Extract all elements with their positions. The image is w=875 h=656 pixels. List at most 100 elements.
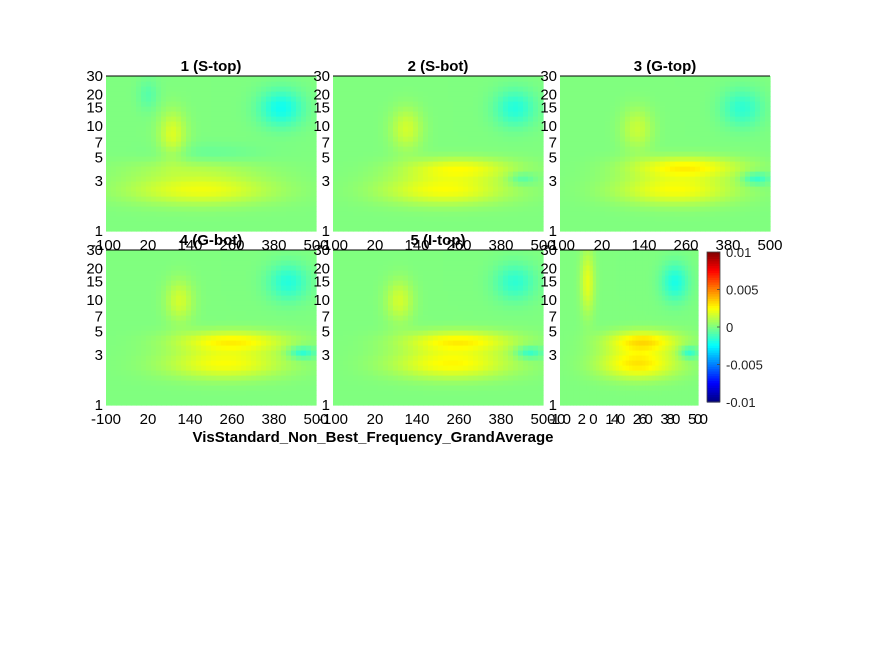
- heatmap-cell: [403, 141, 409, 147]
- heatmap-cell: [126, 211, 132, 217]
- heatmap-cell: [291, 201, 297, 207]
- heatmap-cell: [730, 171, 736, 177]
- heatmap-cell: [620, 96, 626, 102]
- heatmap-cell: [538, 156, 544, 162]
- heatmap-cell: [700, 141, 706, 147]
- heatmap-cell: [161, 295, 167, 301]
- heatmap-cell: [216, 151, 222, 157]
- heatmap-cell: [528, 196, 534, 202]
- heatmap-cell: [590, 96, 596, 102]
- heatmap-cell: [176, 161, 182, 167]
- heatmap-cell: [186, 285, 192, 291]
- heatmap-cell: [216, 201, 222, 207]
- heatmap-cell: [131, 375, 137, 381]
- heatmap-cell: [241, 400, 247, 406]
- heatmap-cell: [196, 260, 202, 266]
- heatmap-cell: [655, 206, 661, 212]
- heatmap-cell: [216, 360, 222, 366]
- heatmap-cell: [383, 101, 389, 107]
- heatmap-cell: [423, 101, 429, 107]
- heatmap-cell: [256, 111, 262, 117]
- heatmap-cell: [438, 121, 444, 127]
- heatmap-cell: [695, 136, 701, 142]
- heatmap-cell: [226, 280, 232, 286]
- heatmap-cell: [523, 191, 529, 197]
- heatmap-cell: [403, 111, 409, 117]
- heatmap-cell: [488, 111, 494, 117]
- heatmap-cell: [670, 226, 676, 232]
- heatmap-cell: [468, 106, 474, 112]
- heatmap-cell: [221, 141, 227, 147]
- heatmap-cell: [291, 206, 297, 212]
- heatmap-cell: [533, 186, 539, 192]
- heatmap-cell: [271, 370, 277, 376]
- heatmap-cell: [378, 106, 384, 112]
- heatmap-cell: [523, 206, 529, 212]
- heatmap-cell: [383, 201, 389, 207]
- heatmap-cell: [705, 206, 711, 212]
- heatmap-cell: [111, 265, 117, 271]
- heatmap-cell: [403, 96, 409, 102]
- heatmap-cell: [296, 86, 302, 92]
- heatmap-cell: [580, 86, 586, 92]
- heatmap-cell: [755, 221, 761, 227]
- heatmap-cell: [585, 111, 591, 117]
- heatmap-cell: [428, 136, 434, 142]
- heatmap-cell: [488, 76, 494, 82]
- heatmap-cell: [136, 91, 142, 97]
- heatmap-cell: [373, 221, 379, 227]
- heatmap-cell: [211, 171, 217, 177]
- heatmap-cell: [508, 156, 514, 162]
- heatmap-cell: [483, 196, 489, 202]
- heatmap-cell: [201, 390, 207, 396]
- heatmap-cell: [600, 131, 606, 137]
- heatmap-cell: [256, 330, 262, 336]
- heatmap-cell: [256, 375, 262, 381]
- heatmap-cell: [473, 116, 479, 122]
- heatmap-cell: [241, 285, 247, 291]
- heatmap-cell: [378, 116, 384, 122]
- heatmap-cell: [615, 196, 621, 202]
- heatmap-cell: [151, 96, 157, 102]
- heatmap-cell: [755, 151, 761, 157]
- heatmap-cell: [111, 81, 117, 87]
- heatmap-cell: [246, 156, 252, 162]
- heatmap-cell: [605, 136, 611, 142]
- heatmap-cell: [695, 126, 701, 132]
- heatmap-cell: [518, 156, 524, 162]
- heatmap-cell: [518, 116, 524, 122]
- heatmap-cell: [241, 370, 247, 376]
- heatmap-cell: [368, 101, 374, 107]
- heatmap-cell: [398, 191, 404, 197]
- heatmap-cell: [448, 156, 454, 162]
- heatmap-cell: [635, 166, 641, 172]
- heatmap-cell: [186, 335, 192, 341]
- heatmap-cell: [201, 211, 207, 217]
- heatmap-cell: [216, 186, 222, 192]
- heatmap-cell: [705, 91, 711, 97]
- heatmap-cell: [620, 136, 626, 142]
- heatmap-cell: [655, 196, 661, 202]
- heatmap-cell: [136, 81, 142, 87]
- heatmap-cell: [645, 166, 651, 172]
- heatmap-cell: [615, 121, 621, 127]
- heatmap-cell: [146, 81, 152, 87]
- heatmap-cell: [181, 265, 187, 271]
- heatmap-cell: [231, 330, 237, 336]
- heatmap-cell: [236, 166, 242, 172]
- heatmap-cell: [141, 156, 147, 162]
- heatmap-cell: [246, 166, 252, 172]
- heatmap-cell: [595, 156, 601, 162]
- heatmap-cell: [141, 196, 147, 202]
- heatmap-cell: [151, 201, 157, 207]
- heatmap-cell: [221, 111, 227, 117]
- heatmap-cell: [121, 96, 127, 102]
- heatmap-cell: [271, 141, 277, 147]
- heatmap-cell: [640, 191, 646, 197]
- heatmap-cell: [358, 166, 364, 172]
- heatmap-cell: [181, 131, 187, 137]
- heatmap-cell: [146, 211, 152, 217]
- heatmap-cell: [473, 121, 479, 127]
- heatmap-cell: [695, 111, 701, 117]
- heatmap-cell: [765, 101, 771, 107]
